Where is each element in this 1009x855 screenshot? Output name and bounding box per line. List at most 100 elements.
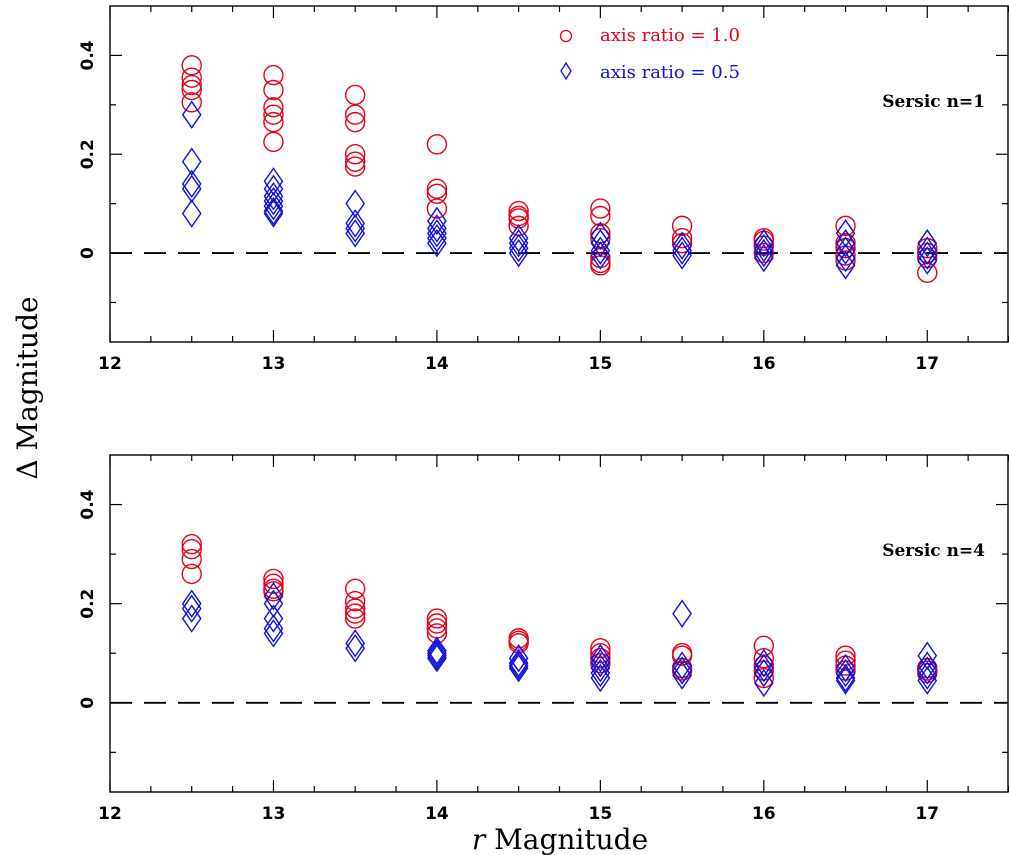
data-point-circle <box>181 74 202 96</box>
data-point-diamond <box>181 604 202 633</box>
data-point-diamond <box>508 643 529 673</box>
data-point-circle <box>263 104 284 125</box>
data-point-circle <box>263 131 284 153</box>
data-point-circle <box>671 645 693 666</box>
data-point-circle <box>426 198 448 219</box>
data-point-circle <box>426 613 448 634</box>
data-point-circle <box>671 228 693 249</box>
y-tick-label: 0.2 <box>78 139 98 169</box>
data-point-diamond <box>590 241 611 270</box>
data-point-diamond <box>263 199 284 228</box>
data-point-diamond <box>427 636 447 665</box>
data-point-diamond <box>181 589 202 618</box>
data-point-diamond <box>427 224 447 253</box>
data-point-diamond <box>590 228 611 258</box>
data-point-diamond <box>835 228 856 258</box>
data-point-diamond <box>753 658 774 688</box>
data-point-diamond <box>508 648 529 678</box>
data-point-diamond <box>753 233 774 263</box>
data-point-circle <box>263 573 284 595</box>
plot-frame <box>109 454 1009 793</box>
data-point-diamond <box>917 246 938 275</box>
data-point-diamond <box>917 241 938 270</box>
x-tick-label: 17 <box>915 354 939 374</box>
data-point-diamond <box>590 663 611 693</box>
data-point-circle <box>753 635 775 657</box>
x-axis-title-variable: r <box>472 823 487 855</box>
data-point-diamond <box>263 174 284 204</box>
data-point-diamond <box>590 236 611 265</box>
legend-label-ratio-1: axis ratio = 1.0 <box>600 25 740 46</box>
x-tick-label: 14 <box>425 354 449 374</box>
data-point-diamond <box>181 174 202 204</box>
x-tick-label: 14 <box>425 804 449 824</box>
data-point-circle <box>181 55 202 76</box>
data-point-diamond <box>672 241 692 270</box>
data-point-circle <box>508 200 529 222</box>
data-point-circle <box>181 563 202 585</box>
y-tick-label: 0.4 <box>78 40 98 70</box>
y-tick-label: 0 <box>78 697 98 709</box>
data-point-circle <box>181 538 202 560</box>
panel-top: 12 13 14 15 16 17 0 0.2 0.4 Sersic n=1 <box>78 5 1009 374</box>
y-axis-title: Δ Magnitude <box>11 296 44 479</box>
data-point-diamond <box>508 233 529 263</box>
data-point-circle <box>344 151 366 172</box>
y-tick-label: 0.4 <box>78 489 98 519</box>
data-point-diamond <box>345 634 366 663</box>
data-point-circle <box>508 208 529 229</box>
data-point-diamond <box>590 648 611 678</box>
data-point-diamond <box>917 661 938 690</box>
data-point-diamond <box>263 196 284 226</box>
x-axis-title: r Magnitude <box>472 823 648 855</box>
data-point-diamond <box>753 238 774 268</box>
data-point-circle <box>344 590 366 612</box>
data-point-diamond <box>263 582 284 611</box>
data-point-diamond <box>508 228 529 258</box>
data-point-circle <box>344 111 366 133</box>
data-point-diamond <box>345 189 366 218</box>
data-point-diamond <box>263 167 284 196</box>
data-point-diamond <box>181 100 202 129</box>
data-point-diamond <box>835 658 856 688</box>
data-point-circle <box>263 97 284 118</box>
data-point-circle <box>344 578 366 600</box>
data-point-diamond <box>263 186 284 216</box>
data-point-diamond <box>753 648 774 678</box>
x-tick-label: 12 <box>98 354 122 374</box>
data-point-circle <box>835 215 856 237</box>
data-point-diamond <box>263 182 284 211</box>
data-point-diamond <box>508 651 529 680</box>
data-point-circle <box>181 92 202 113</box>
data-point-circle <box>263 79 284 101</box>
panel-bottom: 12 13 14 15 16 17 0 0.2 0.4 Sersic n=4 <box>78 454 1009 824</box>
data-point-circle <box>344 156 366 177</box>
data-point-diamond <box>917 228 938 258</box>
data-point-diamond <box>672 661 692 690</box>
x-tick-label: 13 <box>262 804 286 824</box>
panel-label: Sersic n=1 <box>882 92 985 112</box>
plot-frame <box>109 5 1009 343</box>
data-point-diamond <box>835 243 856 273</box>
data-point-diamond <box>427 639 447 668</box>
x-tick-label: 12 <box>98 804 122 824</box>
data-point-diamond <box>263 191 284 221</box>
data-point-circle <box>181 67 202 88</box>
data-point-circle <box>671 215 693 237</box>
data-point-diamond <box>917 651 938 680</box>
data-point-circle <box>835 650 856 671</box>
data-point-diamond <box>508 653 529 683</box>
data-point-diamond <box>917 641 938 670</box>
data-point-diamond <box>427 228 447 258</box>
data-point-diamond <box>753 668 774 698</box>
data-point-diamond <box>590 653 611 683</box>
x-tick-label: 15 <box>589 804 613 824</box>
data-point-diamond <box>345 209 366 238</box>
x-tick-label: 13 <box>262 354 286 374</box>
data-point-circle <box>753 667 775 689</box>
data-point-circle <box>753 647 775 669</box>
data-point-diamond <box>263 619 284 648</box>
data-point-circle <box>263 581 284 602</box>
data-point-diamond <box>427 219 447 248</box>
